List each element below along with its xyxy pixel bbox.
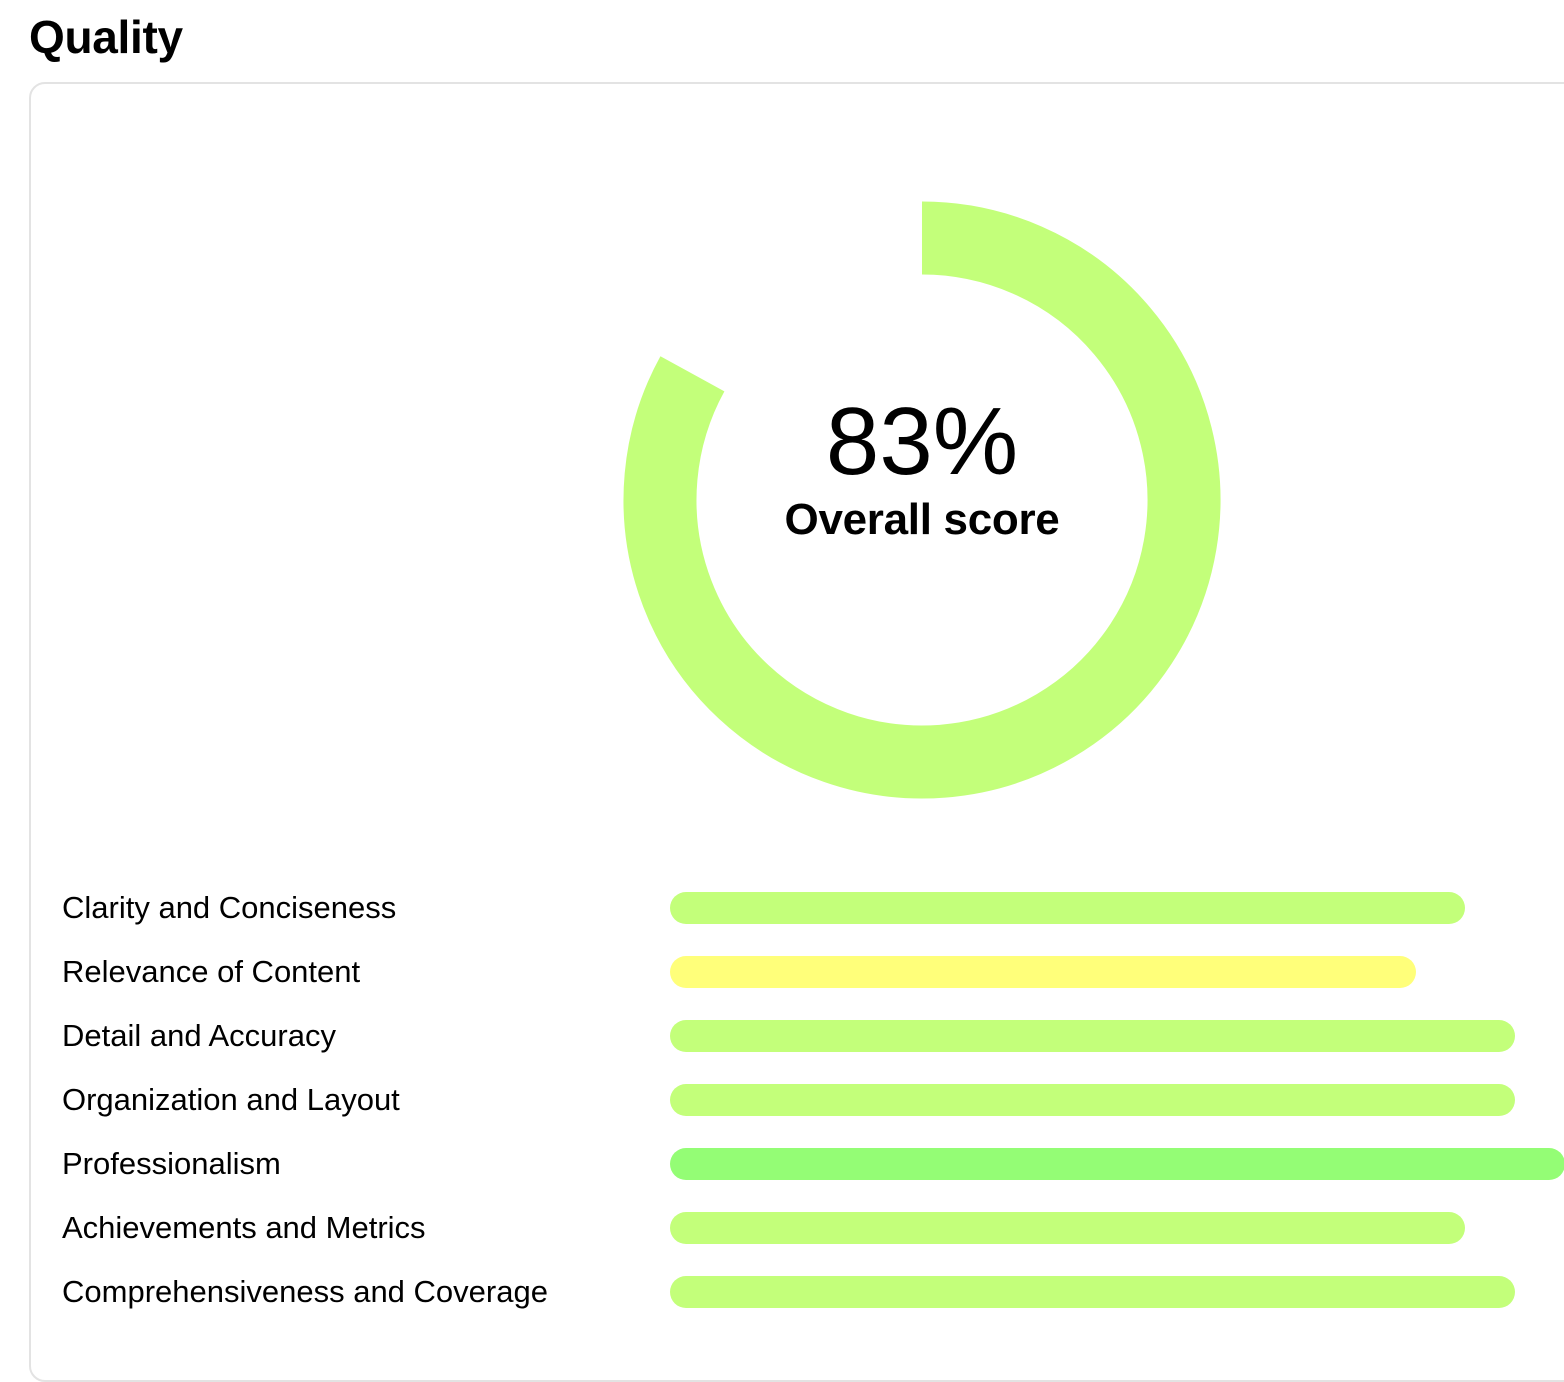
metric-label: Achievements and Metrics xyxy=(62,1210,426,1245)
gauge-center: 83% Overall score xyxy=(622,200,1222,800)
metric-row: Achievements and Metrics xyxy=(62,1208,1564,1248)
gauge-ring xyxy=(623,201,1221,799)
metric-score-bar xyxy=(670,1148,1564,1180)
metric-label: Relevance of Content xyxy=(62,954,361,989)
metric-score-bar xyxy=(670,956,1416,988)
section-title: Quality xyxy=(29,11,183,63)
metric-score-bar xyxy=(670,1084,1515,1116)
metric-score-bar xyxy=(670,1020,1515,1052)
metric-row: Organization and Layout xyxy=(62,1080,1564,1120)
metric-label: Clarity and Conciseness xyxy=(62,890,397,925)
gauge-arc xyxy=(623,201,1221,799)
metric-label: Comprehensiveness and Coverage xyxy=(62,1274,548,1309)
metric-row: Professionalism xyxy=(62,1144,1564,1184)
metric-label: Detail and Accuracy xyxy=(62,1018,336,1053)
overall-score-value: 83% xyxy=(825,388,1019,495)
metric-list: Clarity and Conciseness Relevance of Cont… xyxy=(62,888,1564,1312)
metric-row: Comprehensiveness and Coverage xyxy=(62,1272,1564,1312)
metric-label: Professionalism xyxy=(62,1146,281,1181)
metric-row: Relevance of Content xyxy=(62,952,1564,992)
metric-row: Detail and Accuracy xyxy=(62,1016,1564,1056)
overall-score-gauge: 83% Overall score xyxy=(622,200,1222,800)
metric-score-bar xyxy=(670,1212,1465,1244)
metric-score-bar xyxy=(670,892,1465,924)
metric-label: Organization and Layout xyxy=(62,1082,400,1117)
overall-score-label: Overall score xyxy=(784,495,1060,544)
metric-score-bar xyxy=(670,1276,1515,1308)
metric-row: Clarity and Conciseness xyxy=(62,888,1564,928)
